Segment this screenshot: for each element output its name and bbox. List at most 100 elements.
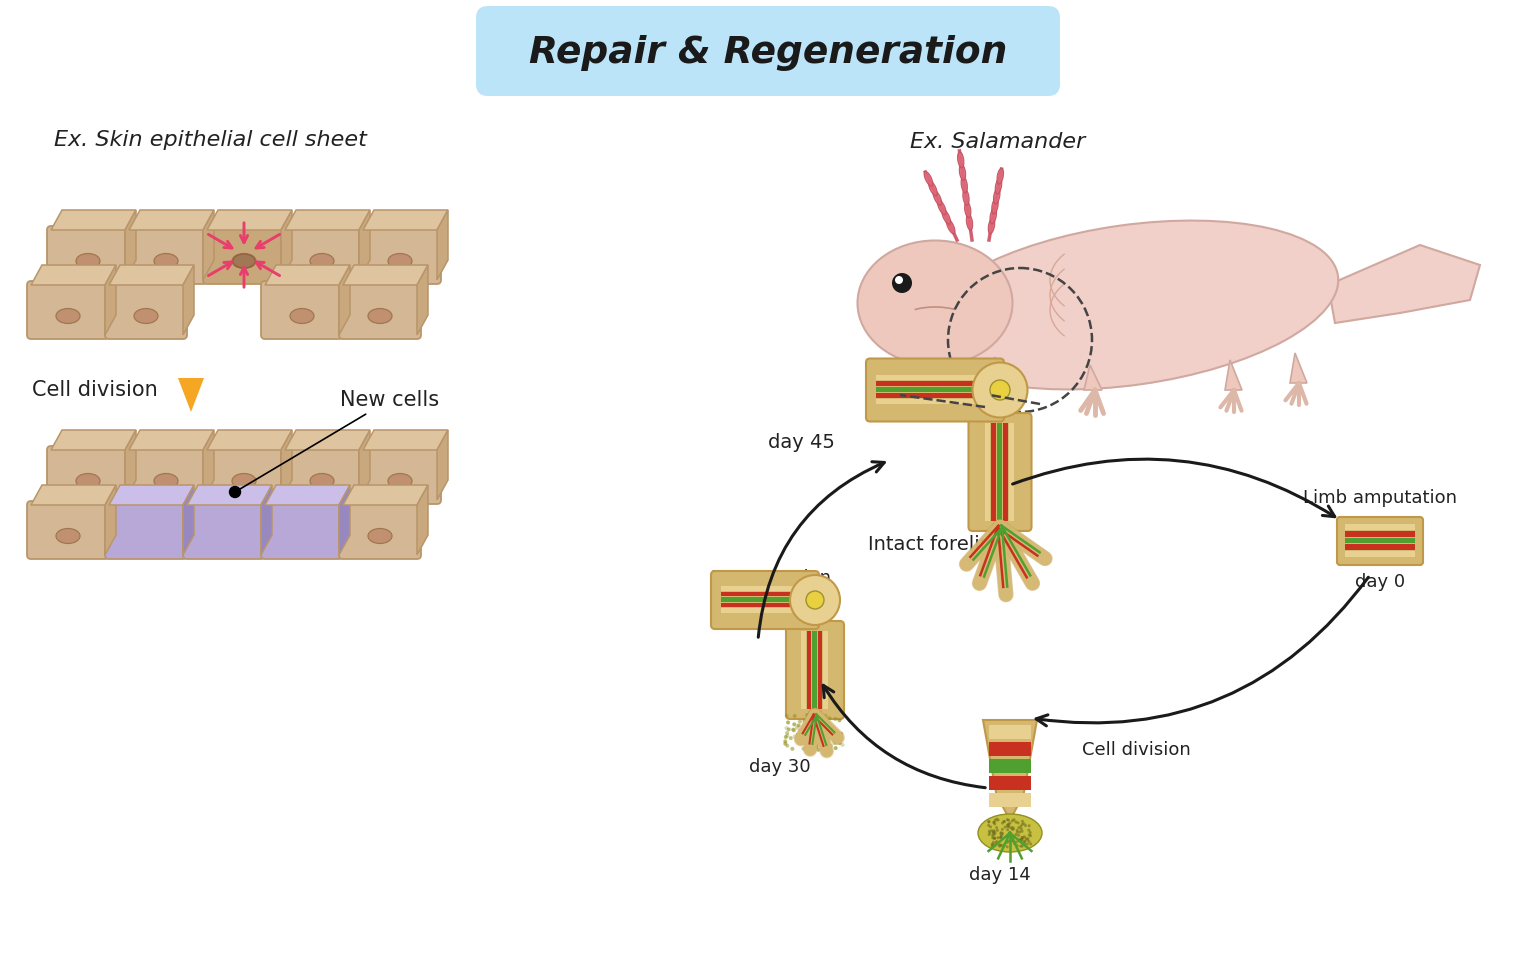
Circle shape <box>819 735 823 739</box>
Circle shape <box>994 836 997 840</box>
Polygon shape <box>203 430 214 500</box>
Ellipse shape <box>957 152 965 168</box>
Bar <box>989 776 1031 790</box>
Circle shape <box>796 726 799 730</box>
Circle shape <box>797 720 802 724</box>
Bar <box>997 423 1001 521</box>
Circle shape <box>803 746 808 750</box>
Circle shape <box>1020 829 1023 832</box>
FancyBboxPatch shape <box>48 226 129 284</box>
Circle shape <box>803 733 808 737</box>
Circle shape <box>995 840 998 843</box>
Circle shape <box>1029 843 1032 846</box>
Polygon shape <box>104 485 117 555</box>
Circle shape <box>1009 827 1012 829</box>
Ellipse shape <box>389 253 412 269</box>
Circle shape <box>826 743 831 747</box>
Circle shape <box>992 829 995 832</box>
Circle shape <box>988 829 991 832</box>
FancyBboxPatch shape <box>104 281 187 339</box>
FancyBboxPatch shape <box>28 501 109 559</box>
Circle shape <box>1006 826 1009 828</box>
Circle shape <box>991 843 994 846</box>
Polygon shape <box>203 210 214 280</box>
Circle shape <box>803 724 808 728</box>
Circle shape <box>1023 840 1026 843</box>
Ellipse shape <box>932 190 942 205</box>
Circle shape <box>994 842 997 845</box>
Polygon shape <box>183 485 194 555</box>
Text: day 45: day 45 <box>768 433 836 451</box>
Circle shape <box>992 841 995 844</box>
Ellipse shape <box>389 473 412 489</box>
Circle shape <box>1017 834 1020 837</box>
Circle shape <box>837 718 842 722</box>
Circle shape <box>820 735 825 739</box>
Circle shape <box>1012 836 1015 839</box>
Circle shape <box>833 741 837 745</box>
Text: day 30: day 30 <box>750 758 811 776</box>
FancyBboxPatch shape <box>183 501 266 559</box>
Polygon shape <box>261 485 272 555</box>
Polygon shape <box>187 485 272 505</box>
Polygon shape <box>343 485 429 505</box>
Circle shape <box>1026 838 1029 842</box>
Ellipse shape <box>929 181 937 196</box>
Ellipse shape <box>997 168 1003 184</box>
Ellipse shape <box>991 208 997 224</box>
Circle shape <box>1018 839 1021 842</box>
Ellipse shape <box>154 253 178 269</box>
Text: Regeneration: Regeneration <box>710 569 831 587</box>
Circle shape <box>1023 840 1026 843</box>
Bar <box>817 631 822 709</box>
Circle shape <box>799 741 802 745</box>
Bar <box>802 631 806 709</box>
Bar <box>876 399 994 404</box>
Text: Limb amputation: Limb amputation <box>1303 489 1458 507</box>
Polygon shape <box>438 430 449 500</box>
Bar <box>720 603 809 608</box>
Circle shape <box>1021 837 1025 841</box>
Circle shape <box>995 827 998 829</box>
Circle shape <box>822 734 826 738</box>
Circle shape <box>1020 845 1023 848</box>
Circle shape <box>997 836 1000 839</box>
Circle shape <box>994 837 997 840</box>
Circle shape <box>1008 823 1011 826</box>
Circle shape <box>834 717 837 721</box>
Circle shape <box>991 836 994 839</box>
Circle shape <box>1009 822 1012 825</box>
Ellipse shape <box>992 198 998 214</box>
Circle shape <box>988 821 991 824</box>
Polygon shape <box>988 357 1003 385</box>
Circle shape <box>783 739 788 743</box>
FancyBboxPatch shape <box>339 281 421 339</box>
Text: Intact forelimb: Intact forelimb <box>868 536 1012 555</box>
Circle shape <box>796 732 800 736</box>
Circle shape <box>839 732 843 736</box>
Circle shape <box>1008 831 1011 834</box>
FancyBboxPatch shape <box>281 446 362 504</box>
Circle shape <box>989 826 992 828</box>
Polygon shape <box>343 265 429 285</box>
Circle shape <box>998 844 1001 847</box>
Ellipse shape <box>978 814 1041 852</box>
Circle shape <box>814 745 819 749</box>
Circle shape <box>1000 832 1003 835</box>
Circle shape <box>1011 839 1014 842</box>
Circle shape <box>1020 839 1023 843</box>
Bar <box>1346 538 1415 543</box>
Circle shape <box>819 715 823 719</box>
Circle shape <box>1021 836 1025 839</box>
Circle shape <box>1003 844 1006 847</box>
Bar <box>806 631 811 709</box>
Circle shape <box>1018 830 1021 833</box>
Circle shape <box>808 745 811 750</box>
Bar <box>1003 423 1008 521</box>
Circle shape <box>1028 828 1031 831</box>
Circle shape <box>1028 840 1031 843</box>
FancyBboxPatch shape <box>124 226 207 284</box>
Bar <box>991 423 995 521</box>
Circle shape <box>992 845 995 848</box>
Circle shape <box>1015 841 1018 844</box>
